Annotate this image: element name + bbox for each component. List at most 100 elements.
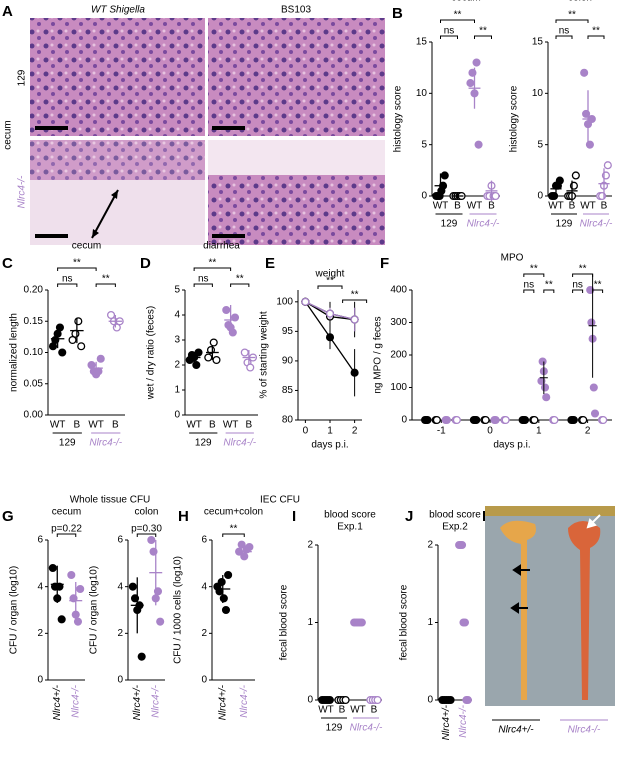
x-tick-label: WT: [350, 705, 366, 716]
data-point: [442, 415, 451, 425]
y-tick-label: 0: [427, 695, 433, 706]
data-point: [457, 540, 467, 550]
row-label: Nlrc4-/-: [17, 175, 28, 208]
arrow-head: [92, 190, 118, 238]
chart-title: cecum: [72, 241, 101, 252]
significance-bracket: [222, 533, 245, 537]
group-label: Nlrc4-/-: [350, 723, 383, 734]
data-point: [224, 570, 233, 580]
data-point: [341, 695, 350, 705]
significance-bracket: [342, 299, 368, 303]
data-point: [76, 584, 85, 594]
y-tick-label: 0.10: [24, 347, 44, 358]
x-axis-label: days p.i.: [311, 440, 348, 451]
data-point: [472, 415, 481, 425]
y-tick-label: 0: [201, 675, 207, 686]
y-tick-label: 4: [37, 581, 43, 592]
significance-label: **: [102, 274, 110, 285]
significance-bracket: [474, 35, 492, 39]
data-point: [245, 542, 254, 552]
y-tick-label: 1: [307, 617, 313, 628]
x-tick-label: Nlrc4-/-: [458, 704, 469, 737]
data-point: [73, 617, 83, 626]
panel-letter: B: [392, 5, 403, 22]
x-tick-label: B: [454, 201, 461, 212]
significance-label: **: [545, 280, 553, 291]
significance-bracket: [317, 285, 343, 289]
y-tick-label: 2: [307, 540, 313, 551]
x-tick-label: B: [371, 705, 378, 716]
group-label: Nlrc4-/-: [467, 219, 500, 230]
significance-label: ns: [198, 274, 209, 285]
significance-bracket: [230, 283, 250, 287]
y-tick-label: 5: [174, 285, 180, 296]
significance-bracket: [193, 267, 232, 271]
x-tick-label: Nlrc4+/-: [441, 704, 452, 740]
y-tick-label: 85: [282, 385, 294, 396]
data-point: [530, 415, 539, 425]
chart-title: cecum: [52, 507, 81, 518]
y-tick-label: 15: [416, 37, 428, 48]
data-point: [219, 594, 228, 603]
tissue: [568, 521, 601, 700]
panel-letter: I: [292, 508, 296, 525]
data-point: [491, 191, 500, 201]
y-tick-label: 100: [390, 382, 407, 393]
data-point: [237, 540, 246, 549]
panel-letter: J: [405, 508, 413, 525]
x-tick-label: B: [209, 420, 216, 431]
y-tick-label: 10: [532, 88, 544, 99]
data-point: [452, 415, 461, 425]
y-tick-label: 0.05: [24, 378, 44, 389]
x-tick-label: Nlrc4+/-: [132, 684, 143, 720]
column-label: WT Shigella: [91, 5, 145, 16]
data-point: [55, 323, 64, 332]
significance-label: **: [351, 290, 359, 301]
data-point: [77, 342, 86, 351]
group-label: 129: [556, 219, 573, 230]
group-label: Nlrc4-/-: [580, 219, 613, 230]
data-point: [520, 415, 530, 425]
y-tick-label: 1: [427, 617, 433, 628]
significance-label: **: [326, 276, 334, 287]
data-point: [373, 695, 382, 705]
y-tick-label: 90: [282, 356, 294, 367]
data-point: [460, 618, 470, 627]
chart-title: blood score: [429, 510, 481, 521]
chart-subtitle: Exp.2: [442, 522, 468, 533]
x-tick-label: WT: [433, 201, 449, 212]
x-tick-label: WT: [548, 201, 564, 212]
panel-letter: G: [2, 508, 14, 525]
y-axis-label: fecal blood score: [399, 584, 410, 660]
significance-label: **: [208, 258, 216, 269]
significance-label: **: [479, 26, 487, 37]
data-point: [194, 348, 203, 357]
arrow: [510, 564, 530, 614]
significance-label: **: [568, 10, 576, 21]
arrow: [586, 514, 601, 529]
significance-bracket: [543, 289, 555, 293]
significance-bracket: [57, 283, 78, 287]
significance-label: ns: [572, 280, 583, 291]
data-point: [301, 297, 310, 306]
y-axis-label: CFU / organ (log10): [9, 566, 20, 654]
y-tick-label: 4: [201, 581, 207, 592]
significance-label: ns: [62, 274, 73, 285]
significance-label: **: [230, 524, 238, 535]
x-tick-label: Nlrc4-/-: [239, 684, 250, 717]
data-point: [222, 305, 231, 315]
x-tick-label: B: [74, 420, 81, 431]
data-point: [491, 415, 500, 425]
x-axis-label: days p.i.: [493, 440, 530, 451]
data-point: [571, 171, 580, 180]
y-tick-label: 0: [174, 410, 180, 421]
y-tick-label: 6: [201, 535, 207, 546]
y-tick-label: 2: [427, 540, 433, 551]
x-tick-label: B: [569, 201, 576, 212]
data-point: [432, 415, 441, 425]
y-tick-label: 0.20: [24, 285, 44, 296]
x-tick-label: 2: [352, 426, 358, 437]
significance-label: ns: [444, 26, 455, 37]
data-point: [446, 695, 455, 705]
